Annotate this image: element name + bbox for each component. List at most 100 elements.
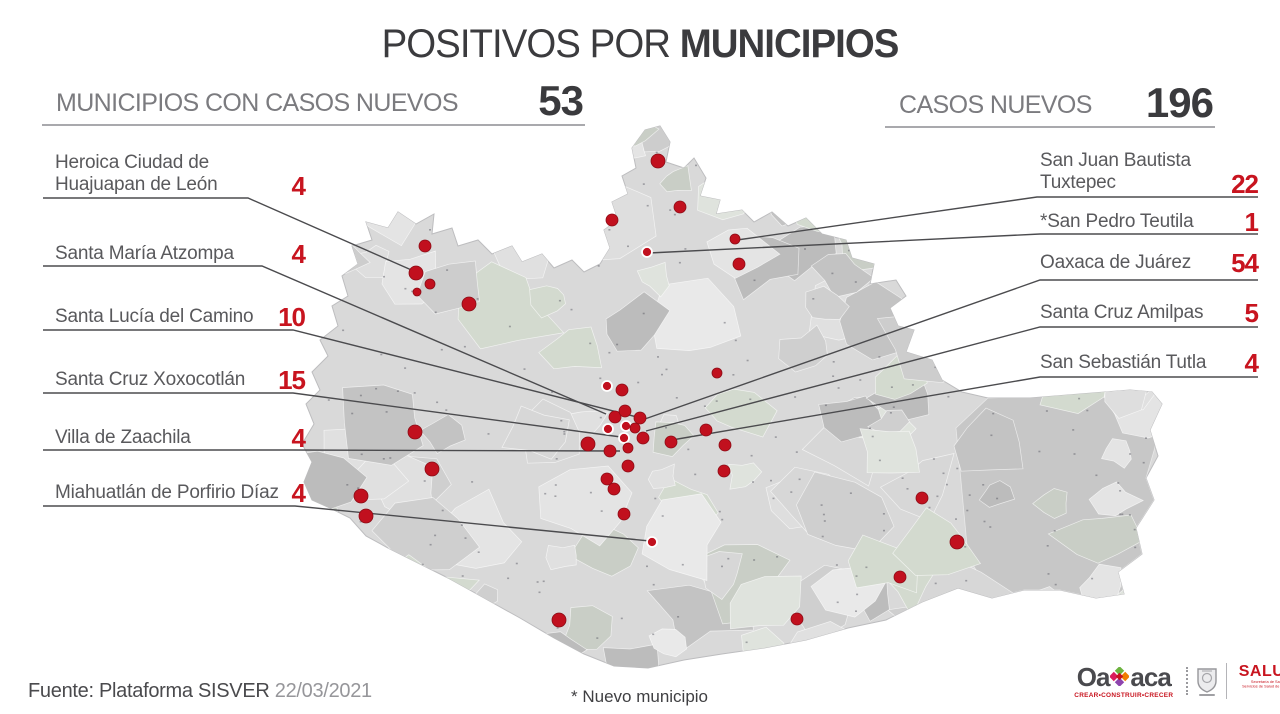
title-regular: POSITIVOS POR	[381, 22, 680, 66]
case-dot	[607, 482, 621, 496]
municipality-name: Heroica Ciudad de Huajuapan de León	[55, 152, 218, 196]
label-santa-cruz-xoxocotlan: Santa Cruz Xoxocotlán 15	[55, 365, 306, 396]
case-dot	[358, 508, 374, 524]
municipality-value: 22	[1231, 168, 1259, 199]
case-dot	[424, 461, 440, 477]
label-villa-de-zaachila: Villa de Zaachila 4	[55, 423, 307, 454]
vertical-separator	[1225, 663, 1227, 699]
case-dot	[732, 257, 746, 271]
municipality-name: Villa de Zaachila	[55, 427, 191, 448]
municipality-name: San Sebastián Tutla	[1040, 352, 1207, 373]
case-dot	[915, 491, 929, 505]
case-dot	[711, 367, 723, 379]
municipality-name: Miahuatlán de Porfirio Díaz	[55, 482, 279, 503]
label-oaxaca-de-juarez: Oaxaca de Juárez 54	[1040, 248, 1259, 279]
oaxaca-logo: Oa aca CREAR•CONSTRUIR•CRECER	[1070, 664, 1178, 699]
municipality-value: 4	[291, 170, 307, 201]
stat-right-label: CASOS NUEVOS	[899, 91, 1092, 120]
case-dot	[699, 423, 713, 437]
stat-municipios-con-casos: MUNICIPIOS CON CASOS NUEVOS 53	[42, 77, 585, 127]
case-dot	[949, 534, 965, 550]
municipality-value: 10	[278, 302, 306, 333]
case-dot	[602, 423, 614, 435]
case-dot	[790, 612, 804, 626]
label-san-juan-bautista-tuxtepec: San Juan Bautista Tuxtepec 22	[1040, 150, 1259, 199]
salud-wordmark: SALUD	[1238, 663, 1280, 681]
salud-subtitle: Secretaría de Salud Servicios de Salud d…	[1242, 680, 1280, 690]
salud-subtitle-line1: Secretaría de Salud	[1250, 680, 1280, 685]
case-dot	[718, 438, 732, 452]
case-dot	[650, 153, 666, 169]
municipality-name: Santa Lucía del Camino	[55, 306, 254, 327]
case-dot	[633, 411, 647, 425]
salud-subtitle-line2: Servicios de Salud de Oaxaca	[1241, 685, 1280, 689]
case-dot	[615, 383, 629, 397]
salud-logo: SALUD Secretaría de Salud Servicios de S…	[1235, 664, 1280, 698]
municipality-value: 54	[1231, 248, 1259, 279]
case-dot	[621, 459, 635, 473]
stat-right-value: 196	[1145, 79, 1214, 126]
case-dot	[629, 422, 641, 434]
case-dot	[601, 380, 613, 392]
oaxaca-wordmark-right: aca	[1130, 661, 1171, 692]
case-dot	[605, 213, 619, 227]
municipality-name: *San Pedro Teutila	[1040, 211, 1194, 232]
municipality-value: 4	[291, 478, 307, 509]
case-dot	[729, 233, 741, 245]
municipality-name: Oaxaca de Juárez	[1040, 252, 1191, 273]
case-dot	[603, 444, 617, 458]
case-dot	[620, 420, 632, 432]
case-dot	[622, 442, 634, 454]
label-huajuapan-de-leon: Heroica Ciudad de Huajuapan de León 4	[55, 152, 307, 201]
label-santa-lucia-del-camino: Santa Lucía del Camino 10	[55, 302, 306, 333]
stat-left-label: MUNICIPIOS CON CASOS NUEVOS	[56, 89, 459, 118]
title-bold: MUNICIPIOS	[679, 22, 900, 66]
municipality-value: 15	[278, 365, 306, 396]
case-dot	[580, 436, 596, 452]
oaxaca-pinwheel-icon	[1110, 667, 1130, 686]
label-san-pedro-teutila: *San Pedro Teutila 1	[1040, 210, 1259, 236]
source-date: 22/03/2021	[274, 680, 372, 702]
case-dot	[408, 265, 424, 281]
municipality-value: 4	[291, 423, 307, 454]
case-dot	[618, 432, 630, 444]
case-dot	[617, 507, 631, 521]
case-dot	[424, 278, 436, 290]
case-dot	[600, 472, 614, 486]
oaxaca-wordmark-left: Oa	[1076, 661, 1111, 692]
shield-icon	[1196, 667, 1217, 693]
case-dot	[551, 612, 567, 628]
label-santa-maria-atzompa: Santa María Atzompa 4	[55, 239, 307, 270]
leader-lines	[43, 196, 1258, 542]
case-dot	[636, 431, 650, 445]
case-dot	[353, 488, 369, 504]
state-shield-logo	[1196, 667, 1218, 696]
page-title: POSITIVOS POR MUNICIPIOS	[26, 22, 1255, 67]
stat-left-value: 53	[538, 77, 584, 124]
case-dot	[618, 404, 632, 418]
source-text: Fuente: Plataforma SISVER	[28, 680, 270, 702]
case-dot	[418, 239, 432, 253]
dotted-separator	[1185, 667, 1188, 695]
new-municipality-note: * Nuevo municipio	[571, 687, 709, 706]
oaxaca-tagline: CREAR•CONSTRUIR•CRECER	[1074, 691, 1174, 699]
case-dot	[461, 296, 477, 312]
municipality-value: 4	[291, 239, 307, 270]
shield-caption-bar	[1198, 693, 1215, 696]
municipality-name: Santa Cruz Amilpas	[1040, 302, 1204, 323]
case-dot	[646, 536, 658, 548]
municipality-value: 4	[1244, 348, 1260, 379]
case-dot	[664, 435, 678, 449]
municipality-value: 5	[1244, 298, 1260, 329]
municipality-name: San Juan Bautista Tuxtepec	[1040, 150, 1191, 194]
case-dot	[412, 287, 422, 297]
case-dot	[407, 424, 423, 440]
case-dot	[641, 246, 653, 258]
case-dot	[608, 410, 622, 424]
label-san-sebastian-tutla: San Sebastián Tutla 4	[1040, 348, 1260, 379]
label-miahuatlan-de-porfirio-diaz: Miahuatlán de Porfirio Díaz 4	[55, 478, 307, 509]
case-dot	[893, 570, 907, 584]
municipality-name: Santa Cruz Xoxocotlán	[55, 369, 246, 390]
municipality-name: Santa María Atzompa	[55, 243, 234, 264]
